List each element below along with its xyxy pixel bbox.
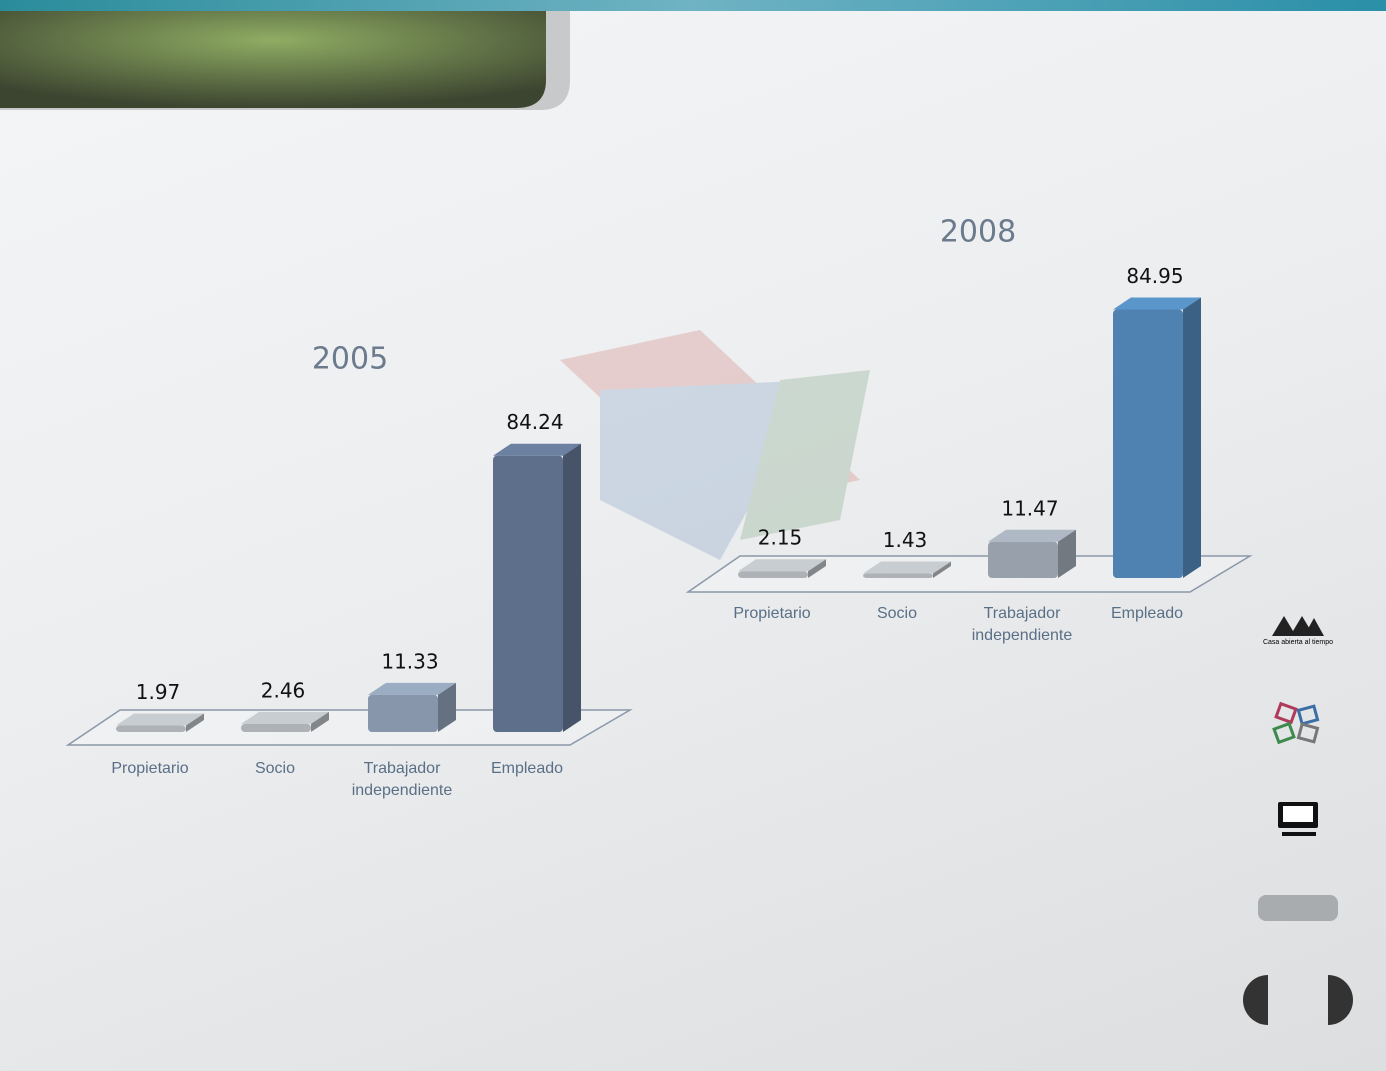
value-label: 2.46 xyxy=(261,678,306,702)
bar-top xyxy=(368,682,456,695)
bar xyxy=(368,694,438,732)
value-label: 84.24 xyxy=(506,410,563,434)
bar-side xyxy=(1183,297,1201,578)
bar-top xyxy=(493,443,581,456)
bar xyxy=(116,725,186,732)
side-icons: Casa abierta al tiempo xyxy=(1243,616,1353,1025)
bar-top xyxy=(738,559,826,572)
x-tick-label: Propietario xyxy=(733,605,811,622)
bar xyxy=(1113,309,1183,578)
bar xyxy=(988,541,1058,578)
value-label: 84.95 xyxy=(1126,264,1183,288)
bar-side xyxy=(563,443,581,732)
bar-side xyxy=(311,711,329,732)
bar-top xyxy=(988,529,1076,542)
top-strip xyxy=(0,0,1386,11)
value-label: 1.43 xyxy=(883,528,928,552)
bar-top xyxy=(1113,297,1201,310)
bar xyxy=(863,573,933,578)
bar xyxy=(738,571,808,578)
base-plane xyxy=(65,709,633,746)
bar-top xyxy=(241,711,329,724)
bar-side xyxy=(808,559,826,578)
x-tick-label: Socio xyxy=(876,605,918,622)
prev-button[interactable] xyxy=(1243,975,1268,1025)
chart-title: 2005 xyxy=(312,342,388,377)
x-tick-label: Trabajador independiente xyxy=(351,760,453,799)
nav-button[interactable] xyxy=(1258,895,1338,921)
x-tick-label: Socio xyxy=(254,760,296,777)
logo-text: Casa abierta al tiempo xyxy=(1263,639,1333,646)
watermark xyxy=(560,330,870,560)
bar xyxy=(493,455,563,732)
base-plane xyxy=(685,555,1253,593)
x-tick-label: Empleado xyxy=(490,760,564,777)
x-tick-label: Propietario xyxy=(111,760,189,777)
value-label: 11.47 xyxy=(1001,496,1058,520)
header-tab xyxy=(0,11,546,108)
next-button[interactable] xyxy=(1328,975,1353,1025)
bar-top xyxy=(116,713,204,726)
bar-side xyxy=(1058,529,1076,578)
bar xyxy=(241,723,311,732)
value-label: 1.97 xyxy=(136,680,181,704)
bar-top xyxy=(863,561,951,574)
bar-side xyxy=(186,713,204,732)
value-label: 2.15 xyxy=(758,526,803,550)
bar-side xyxy=(933,561,951,578)
value-label: 11.33 xyxy=(381,649,438,673)
x-tick-label: Empleado xyxy=(1110,605,1184,622)
bar-side xyxy=(438,682,456,732)
chart-title: 2008 xyxy=(940,215,1016,250)
x-tick-label: Trabajador independiente xyxy=(971,605,1073,644)
